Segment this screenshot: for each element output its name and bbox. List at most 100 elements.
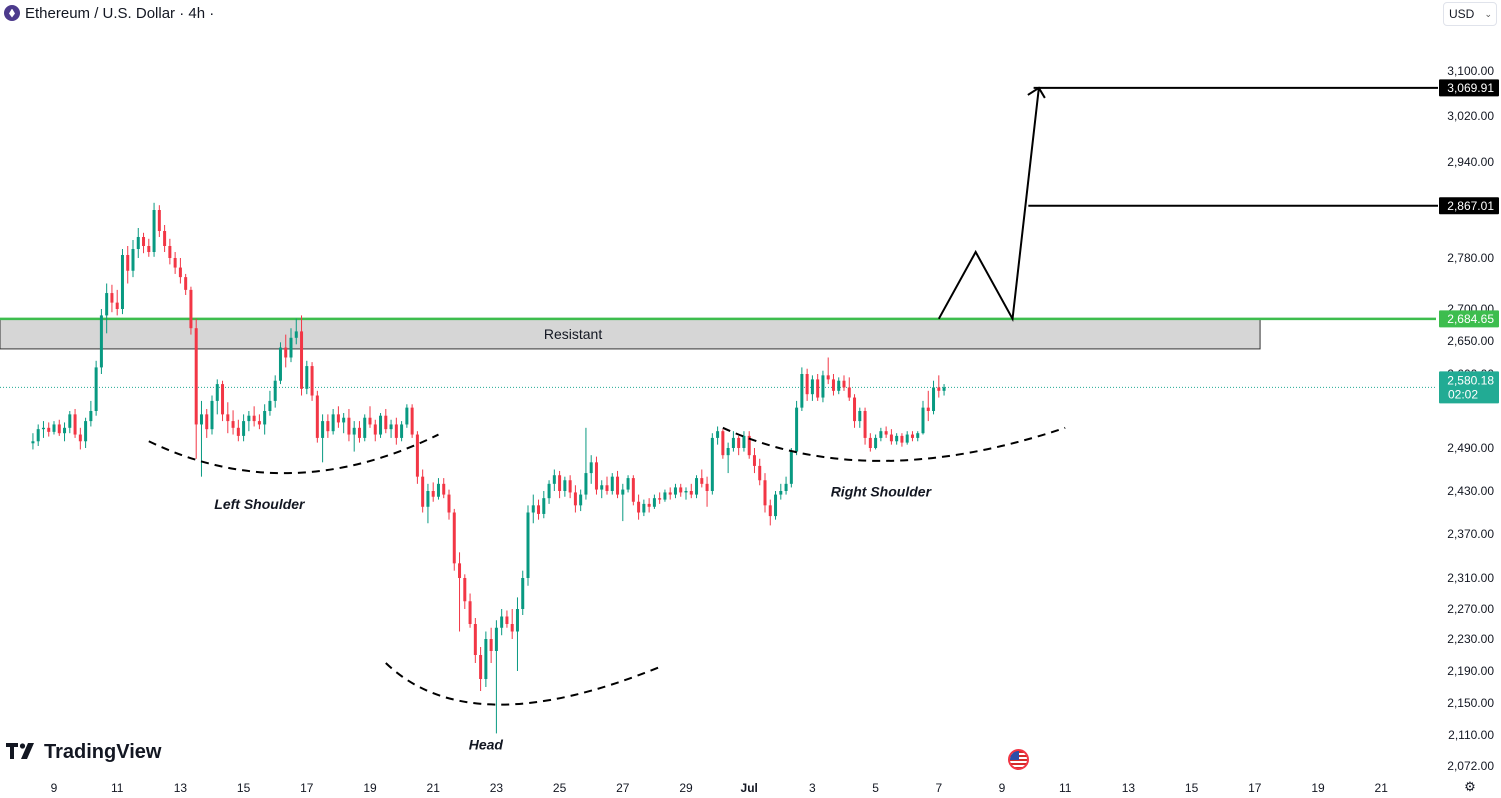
time-tick-label: 17	[300, 781, 314, 795]
candle-body	[163, 231, 167, 246]
time-axis[interactable]: 9 11 13 15 17 19 21 23 25 27 29 Jul 3 5 7 9 11 13 15 17 19 21…	[51, 781, 1501, 795]
time-tick-label: 3	[809, 781, 816, 795]
candle-body	[489, 639, 493, 651]
candle-body	[63, 427, 67, 434]
candle-body	[742, 435, 746, 448]
time-tick-label: 13	[174, 781, 188, 795]
candle-body	[473, 624, 477, 655]
candle-body	[52, 424, 56, 432]
candle-body	[784, 483, 788, 491]
candle-body	[631, 478, 635, 502]
time-tick-label: 19	[363, 781, 377, 795]
candle-body	[205, 414, 209, 430]
candle-body	[110, 293, 114, 303]
candle-body	[94, 367, 98, 411]
symbol-title: Ethereum / U.S. Dollar · 4h ·	[25, 4, 215, 22]
target-price-label: 3,069.91	[1447, 81, 1494, 95]
candle-body	[389, 424, 393, 430]
candle-body	[479, 655, 483, 679]
settings-icon[interactable]: ⚙	[1464, 779, 1476, 794]
candle-body	[421, 476, 425, 507]
symbol-header[interactable]: Ethereum / U.S. Dollar · 4h ·	[4, 3, 214, 23]
candle-body	[84, 421, 88, 442]
candle-body	[373, 424, 377, 435]
candle-body	[252, 415, 256, 422]
candle-body	[47, 427, 51, 432]
time-tick-label: 21	[1375, 781, 1389, 795]
time-tick-label: 23	[490, 781, 504, 795]
candle-body	[289, 337, 293, 358]
tradingview-logo[interactable]: TradingView	[6, 739, 161, 765]
candle-body	[379, 415, 383, 435]
price-tick-label: 2,370.00	[1447, 527, 1494, 541]
price-tick-label: 2,230.00	[1447, 632, 1494, 646]
time-tick-label: 21	[427, 781, 441, 795]
candle-body	[695, 478, 699, 495]
candle-body	[463, 578, 467, 602]
price-tick-label: 2,490.00	[1447, 441, 1494, 455]
candle-body	[626, 478, 630, 490]
candle-body	[889, 434, 893, 442]
candle-body	[879, 431, 883, 438]
us-flag-icon[interactable]	[1008, 749, 1029, 770]
candle-body	[336, 414, 340, 423]
candle-body	[294, 331, 298, 338]
candle-body	[537, 505, 541, 514]
currency-select[interactable]: USD ⌄	[1443, 2, 1497, 26]
candle-body	[189, 289, 193, 329]
candle-body	[584, 473, 588, 495]
candle-body	[199, 414, 203, 425]
candle-body	[600, 485, 604, 490]
candle-body	[652, 498, 656, 507]
candle-body	[542, 498, 546, 514]
candle-body	[115, 302, 119, 309]
price-tick-label: 2,110.00	[1448, 728, 1494, 742]
time-tick-label: 15	[1185, 781, 1199, 795]
candle-body	[531, 505, 535, 513]
candle-body	[510, 624, 514, 632]
candle-body	[41, 427, 45, 430]
candle-body	[916, 433, 920, 438]
time-tick-label: 11	[111, 781, 124, 795]
candle-body	[937, 387, 941, 391]
price-tick-label: 3,100.00	[1447, 64, 1494, 78]
candle-body	[257, 421, 261, 425]
time-tick-label: 11	[1059, 781, 1072, 795]
candle-body	[342, 417, 346, 423]
candle-body	[458, 563, 462, 578]
price-tick-label: 2,190.00	[1447, 664, 1494, 678]
candle-body	[173, 258, 177, 268]
target-price-label-bg	[1439, 79, 1499, 97]
pattern-arc	[385, 662, 661, 706]
price-tick-label: 2,650.00	[1447, 334, 1494, 348]
chevron-down-icon: ⌄	[1484, 8, 1492, 19]
candle-body	[837, 380, 841, 391]
candle-body	[36, 429, 40, 442]
candle-body	[858, 411, 862, 422]
candle-body	[800, 374, 804, 408]
candle-body	[716, 431, 720, 438]
candle-body	[863, 411, 867, 438]
candle-body	[236, 427, 240, 436]
candle-body	[679, 487, 683, 493]
candle-body	[521, 578, 525, 609]
candle-body	[731, 437, 735, 448]
candle-body	[99, 315, 103, 368]
candle-body	[136, 237, 140, 249]
candle-body	[721, 431, 725, 456]
candle-body	[331, 414, 335, 432]
candle-body	[573, 492, 577, 506]
time-tick-label: 15	[237, 781, 251, 795]
candle-body	[484, 639, 488, 679]
candle-body	[431, 491, 435, 497]
candle-body	[700, 478, 704, 484]
price-axis[interactable]: 3,100.003,020.002,940.002,780.002,700.00…	[1439, 64, 1499, 773]
candle-body	[826, 375, 830, 380]
candle-body	[810, 379, 814, 395]
candle-body	[932, 387, 936, 411]
candle-body	[726, 448, 730, 456]
candle-body	[400, 424, 404, 438]
pattern-label: Left Shoulder	[214, 496, 306, 512]
tradingview-mark-icon	[6, 743, 38, 761]
